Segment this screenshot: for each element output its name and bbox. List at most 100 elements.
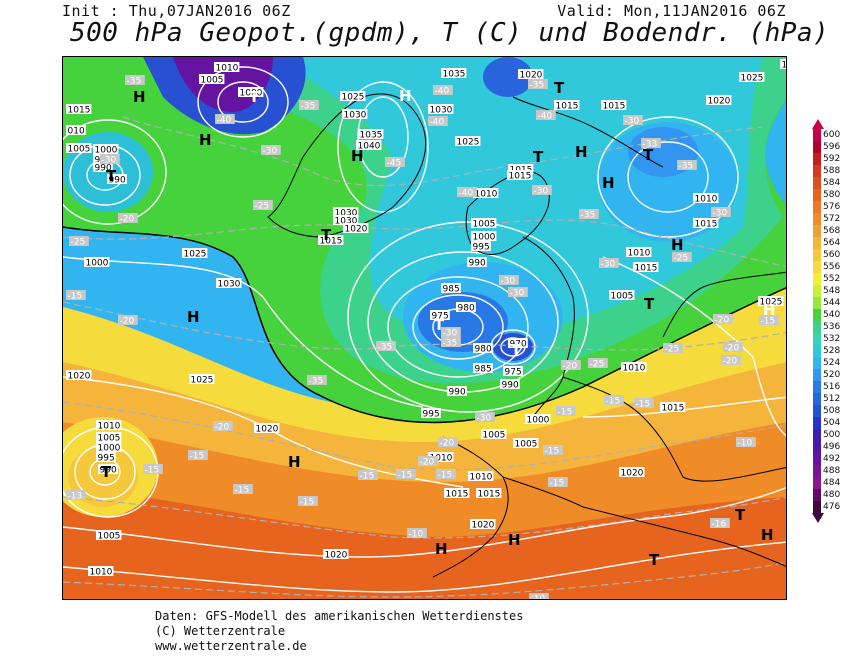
isotherm-label: -30 bbox=[499, 275, 519, 287]
svg-text:-25: -25 bbox=[255, 202, 270, 212]
svg-text:-25: -25 bbox=[674, 254, 689, 264]
isotherm-label: -13 bbox=[66, 490, 86, 502]
legend-swatch bbox=[813, 165, 821, 177]
svg-text:1005: 1005 bbox=[611, 292, 634, 302]
svg-text:-13: -13 bbox=[68, 492, 83, 502]
isotherm-label: -15 bbox=[556, 406, 576, 418]
svg-text:1010: 1010 bbox=[90, 568, 113, 578]
isobar-label: 1025 bbox=[455, 136, 481, 148]
isobar-label: 1010 bbox=[96, 420, 122, 432]
isobar-label: 970 bbox=[508, 338, 528, 350]
legend-value: 476 bbox=[823, 502, 841, 512]
svg-text:-25: -25 bbox=[590, 360, 605, 370]
isobar-label: 1020 bbox=[518, 69, 544, 81]
svg-text:1020: 1020 bbox=[256, 425, 279, 435]
isotherm-label: -20 bbox=[118, 315, 138, 327]
isobar-label: 1010 bbox=[428, 452, 454, 464]
geopot-552-contour-west bbox=[63, 226, 234, 258]
legend-value: 520 bbox=[823, 370, 841, 380]
legend-item: 568 bbox=[811, 225, 850, 237]
legend-value: 508 bbox=[823, 406, 841, 416]
low-pressure-marker: T bbox=[101, 463, 112, 481]
isobar-label: 1015 bbox=[554, 100, 580, 112]
isotherm-label: -15 bbox=[143, 464, 163, 476]
legend-item: 476 bbox=[811, 501, 850, 513]
isotherm-label: -35 bbox=[125, 75, 145, 87]
legend-item: 536 bbox=[811, 321, 850, 333]
isobar-label: 990 bbox=[500, 379, 520, 391]
svg-text:1005: 1005 bbox=[98, 434, 121, 444]
legend-item: 576 bbox=[811, 201, 850, 213]
svg-text:-40: -40 bbox=[217, 116, 232, 126]
svg-text:1005: 1005 bbox=[68, 145, 91, 155]
legend-top-arrow bbox=[812, 119, 824, 129]
isobar-label: 1030 bbox=[342, 109, 368, 121]
svg-text:-35: -35 bbox=[378, 343, 393, 353]
low-pressure-marker: T bbox=[649, 551, 660, 569]
legend-item: 600 bbox=[811, 129, 850, 141]
legend-swatch bbox=[813, 213, 821, 225]
isotherm-label: -40 bbox=[215, 114, 235, 126]
isobar-label: 1020 bbox=[254, 423, 280, 435]
legend-item: 508 bbox=[811, 405, 850, 417]
isotherm-label: -20 bbox=[713, 314, 733, 326]
svg-text:-35: -35 bbox=[127, 77, 142, 87]
isobar-label: 1005 bbox=[471, 218, 497, 230]
isobar-label: 1025 bbox=[340, 91, 366, 103]
legend-item: 500 bbox=[811, 429, 850, 441]
legend-value: 536 bbox=[823, 322, 841, 332]
init-time-label: Init : Thu,07JAN2016 06Z bbox=[62, 2, 291, 20]
svg-text:1030: 1030 bbox=[335, 217, 358, 227]
isotherm-label: -15 bbox=[759, 315, 779, 327]
isotherm-label: -30 bbox=[100, 154, 120, 166]
temp-label-layer: -35-35-40-30-45-40-40-35-40 -30-33-35-30-… bbox=[66, 75, 779, 599]
isotherm-label: -20 bbox=[721, 355, 741, 367]
isotherm-label: -15 bbox=[604, 395, 624, 407]
svg-text:-20: -20 bbox=[715, 316, 730, 326]
isobar-label: 1040 bbox=[356, 140, 382, 152]
svg-text:1040: 1040 bbox=[358, 142, 381, 152]
legend-value: 548 bbox=[823, 286, 841, 296]
geopot-552-contour bbox=[232, 256, 786, 424]
svg-text:-35: -35 bbox=[679, 162, 694, 172]
svg-text:1010: 1010 bbox=[628, 249, 651, 259]
svg-text:-15: -15 bbox=[360, 472, 375, 482]
isotherm-label: -25 bbox=[253, 200, 273, 212]
svg-text:1025: 1025 bbox=[184, 250, 207, 260]
isotherm-label: -15 bbox=[543, 445, 563, 457]
svg-text:985: 985 bbox=[475, 365, 492, 375]
isobar-label: 1005 bbox=[96, 432, 122, 444]
legend-value: 556 bbox=[823, 262, 841, 272]
svg-text:1025: 1025 bbox=[760, 298, 783, 308]
legend-item: 496 bbox=[811, 441, 850, 453]
svg-text:1025: 1025 bbox=[342, 93, 365, 103]
legend-swatch bbox=[813, 177, 821, 189]
low-pressure-marker: T bbox=[321, 226, 332, 244]
svg-text:-30: -30 bbox=[263, 147, 278, 157]
legend-swatch bbox=[813, 129, 821, 141]
legend-swatch bbox=[813, 261, 821, 273]
isobar-label: 985 bbox=[441, 283, 461, 295]
svg-text:-30: -30 bbox=[443, 329, 458, 339]
low-pressure-marker: T bbox=[511, 341, 522, 359]
isobar-label: 1025 bbox=[739, 72, 765, 84]
legend-value: 488 bbox=[823, 466, 841, 476]
svg-text:1020: 1020 bbox=[708, 97, 731, 107]
svg-text:-15: -15 bbox=[438, 471, 453, 481]
isobar-label: 995 bbox=[96, 452, 116, 464]
high-pressure-marker: H bbox=[351, 147, 364, 165]
legend-item: 584 bbox=[811, 177, 850, 189]
low-pressure-marker: T bbox=[434, 316, 445, 334]
svg-text:1030: 1030 bbox=[430, 106, 453, 116]
isobar-label: 1015 bbox=[660, 402, 686, 414]
legend-value: 568 bbox=[823, 226, 841, 236]
isobar-label: 1030 bbox=[333, 207, 359, 219]
svg-text:980: 980 bbox=[458, 304, 475, 314]
map-title: 500 hPa Geopot.(gpdm), T (C) und Bodendr… bbox=[70, 18, 830, 48]
legend-swatch bbox=[813, 429, 821, 441]
legend-item: 488 bbox=[811, 465, 850, 477]
isobar-label: 1030 bbox=[428, 104, 454, 116]
legend-item: 492 bbox=[811, 453, 850, 465]
legend-item: 528 bbox=[811, 345, 850, 357]
legend-item: 540 bbox=[811, 309, 850, 321]
